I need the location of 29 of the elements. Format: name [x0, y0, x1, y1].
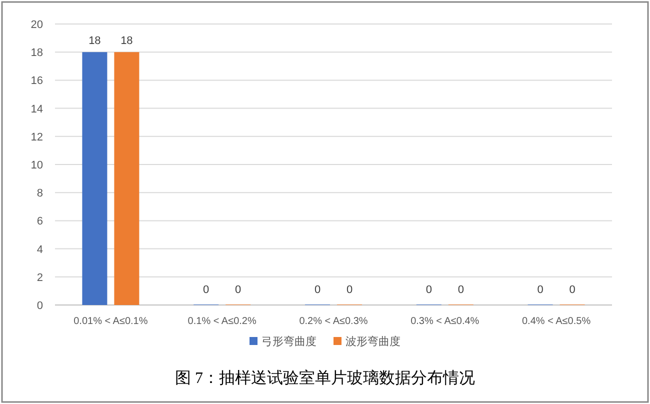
data-label: 0: [537, 284, 544, 296]
legend-label: 弓形弯曲度: [262, 335, 316, 348]
x-tick-label: 0.4% < A≤0.5%: [522, 316, 591, 327]
data-label: 0: [235, 284, 242, 296]
data-label: 0: [314, 284, 321, 296]
caption: 图 7：抽样送试验室单片玻璃数据分布情况: [175, 369, 475, 387]
y-tick-label: 16: [30, 75, 43, 88]
y-tick-label: 14: [30, 103, 43, 116]
y-tick-label: 0: [36, 300, 43, 312]
x-tick-label: 0.01% < A≤0.1%: [74, 316, 148, 327]
y-tick-label: 10: [30, 160, 43, 172]
legend-label: 波形弯曲度: [346, 335, 400, 348]
data-label: 0: [203, 284, 210, 296]
y-tick-label: 2: [36, 272, 43, 284]
y-tick-label: 20: [30, 19, 43, 31]
x-tick-label: 0.3% < A≤0.4%: [410, 316, 480, 327]
y-tick-label: 18: [30, 47, 43, 60]
data-label: 18: [120, 35, 133, 48]
y-tick-label: 4: [36, 244, 43, 256]
data-label: 18: [88, 35, 101, 48]
data-label: 0: [458, 284, 464, 296]
x-tick-label: 0.2% < A≤0.3%: [299, 316, 368, 327]
x-tick-label: 0.1% < A≤0.2%: [188, 316, 256, 327]
y-tick-label: 12: [30, 131, 43, 144]
data-label: 0: [569, 284, 576, 296]
data-label: 0: [346, 284, 353, 296]
data-label: 0: [426, 284, 432, 296]
y-tick-label: 6: [36, 216, 43, 228]
y-tick-label: 8: [36, 188, 43, 200]
